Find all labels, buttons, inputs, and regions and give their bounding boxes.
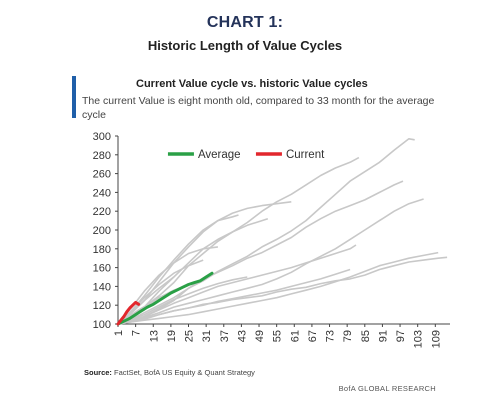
- series-line-current: [116, 300, 141, 326]
- legend-label-average: Average: [198, 149, 241, 161]
- historic-cycle-line: [117, 276, 248, 325]
- chart-heading: Historic Length of Value Cycles: [147, 38, 343, 53]
- chart-subtitle: The current Value is eight month old, co…: [82, 95, 435, 121]
- series-line-average: [116, 271, 214, 326]
- y-tick-label: 220: [93, 206, 111, 218]
- historic-cycle-line: [117, 138, 415, 325]
- x-tick-label: 73: [325, 330, 337, 342]
- x-tick-label: 25: [184, 330, 196, 342]
- x-tick-label: 1: [113, 330, 125, 336]
- x-tick-label: 67: [307, 330, 319, 342]
- chart-title: Current Value cycle vs. historic Value c…: [136, 78, 368, 90]
- x-tick-label: 91: [377, 330, 389, 342]
- x-tick-label: 7: [131, 330, 143, 336]
- historic-cycle-line: [117, 198, 424, 325]
- y-tick-label: 120: [93, 300, 111, 312]
- accent-bar: [72, 76, 76, 118]
- line-chart: 100 120 140 160 180 200 220 240 260 280 300 1 7 13 19 2…: [93, 131, 450, 348]
- x-tick-label: 19: [166, 330, 178, 342]
- y-tick-label: 100: [93, 319, 111, 331]
- x-tick-label: 97: [395, 330, 407, 342]
- chart-number: CHART 1:: [206, 14, 284, 31]
- historic-cycle-line: [117, 180, 404, 325]
- historic-cycle-line: [117, 276, 175, 325]
- y-tick-label: 200: [93, 225, 111, 237]
- x-tick-label: 61: [289, 330, 301, 342]
- x-tick-label: 79: [342, 330, 354, 342]
- y-tick-label: 140: [93, 281, 111, 293]
- y-tick-label: 260: [93, 169, 111, 181]
- x-tick-label: 31: [201, 330, 213, 342]
- source-text: FactSet, BofA US Equity & Quant Strategy: [114, 368, 255, 377]
- y-tick-label: 180: [93, 244, 111, 256]
- x-tick-label: 13: [148, 330, 160, 342]
- historic-cycle-line: [117, 259, 204, 325]
- y-tick-label: 300: [93, 131, 111, 143]
- historic-cycle-line: [117, 251, 439, 325]
- x-tick-label: 37: [219, 330, 231, 342]
- brand-label: BofA GLOBAL RESEARCH: [338, 384, 436, 393]
- legend-label-current: Current: [286, 149, 325, 161]
- x-tick-label: 43: [236, 330, 248, 342]
- historic-cycle-line: [117, 244, 357, 325]
- x-tick-label: 49: [254, 330, 266, 342]
- y-tick-label: 280: [93, 150, 111, 162]
- x-tick-label: 103: [413, 330, 425, 348]
- historic-cycle-line: [117, 268, 351, 325]
- x-tick-label: 85: [360, 330, 372, 342]
- source-note: Source: FactSet, BofA US Equity & Quant …: [84, 368, 255, 377]
- source-label: Source:: [84, 368, 112, 377]
- y-tick-label: 160: [93, 263, 111, 275]
- y-tick-label: 240: [93, 187, 111, 199]
- x-tick-label: 55: [272, 330, 284, 342]
- x-tick-label: 109: [430, 330, 442, 348]
